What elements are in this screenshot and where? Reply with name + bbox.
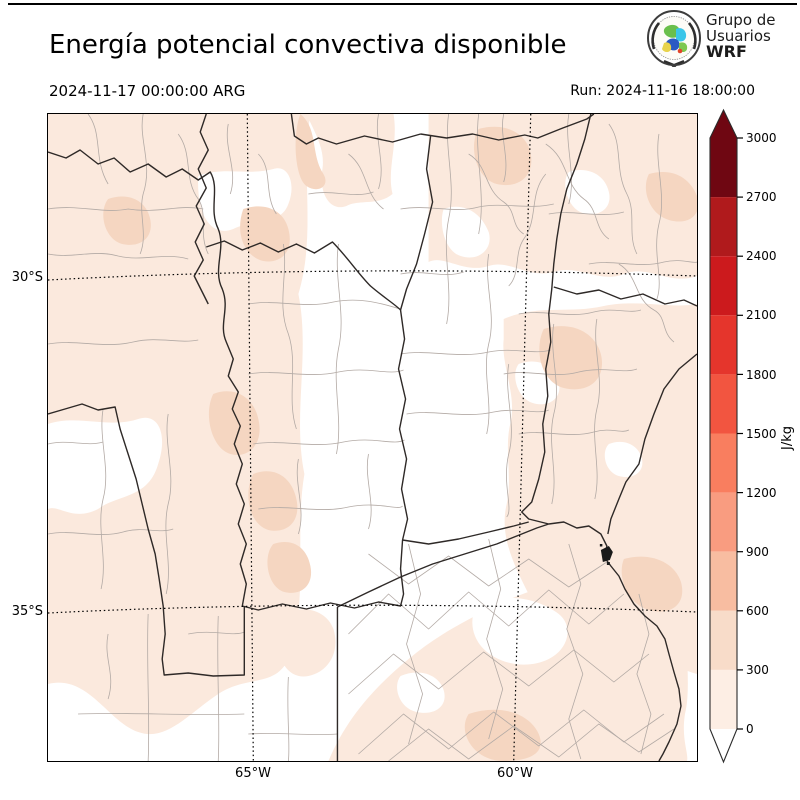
colorbar-segment	[710, 669, 737, 729]
cape-map-svg	[48, 114, 697, 761]
colorbar	[709, 108, 743, 764]
colorbar-tick-label: 0	[746, 722, 754, 736]
wrf-logo: Grupo de Usuarios WRF	[646, 9, 776, 67]
logo-line-3: WRF	[706, 42, 747, 61]
page-title: Energía potencial convectiva disponible	[49, 30, 567, 60]
valid-time-label: 2024-11-17 00:00:00 ARG	[49, 82, 246, 100]
colorbar-segment	[710, 433, 737, 493]
colorbar-tick-label: 3000	[746, 131, 777, 145]
colorbar-tick-label: 2400	[746, 249, 777, 263]
cape-shade-medium	[103, 114, 697, 761]
colorbar-segment	[710, 315, 737, 375]
colorbar-tick-label: 600	[746, 604, 769, 618]
colorbar-tick-label: 1200	[746, 486, 777, 500]
colorbar-tick-label: 2700	[746, 190, 777, 204]
colorbar-segment	[710, 256, 737, 316]
colorbar-over-arrow	[710, 110, 737, 138]
lat-label-35s: 35°S	[11, 604, 43, 619]
colorbar-segment	[710, 374, 737, 434]
lon-label-60w: 60°W	[497, 766, 533, 781]
colorbar-segment	[710, 610, 737, 670]
colorbar-tick-label: 2100	[746, 308, 777, 322]
logo-line-1: Grupo de	[706, 11, 776, 29]
colorbar-segment	[710, 551, 737, 611]
run-time-label: Run: 2024-11-16 18:00:00	[570, 83, 755, 99]
colorbar-tick-label: 900	[746, 545, 769, 559]
wrf-globe-icon	[647, 10, 701, 67]
colorbar-tick-label: 300	[746, 663, 769, 677]
colorbar-tick-label: 1800	[746, 368, 777, 382]
colorbar-segment	[710, 197, 737, 257]
department-boundaries	[48, 114, 697, 761]
lat-label-30s: 30°S	[11, 270, 43, 285]
graticule	[48, 114, 697, 761]
colorbar-under-arrow	[710, 729, 737, 762]
colorbar-tick-label: 1500	[746, 427, 777, 441]
buenos-aires-city-cluster	[599, 544, 613, 565]
colorbar-segment	[710, 492, 737, 552]
colorbar-segment	[710, 138, 737, 198]
header-rule	[8, 3, 797, 5]
colorbar-units-label: J/kg	[779, 426, 795, 450]
map-area	[47, 113, 698, 762]
lon-label-65w: 65°W	[235, 766, 271, 781]
colorbar-ticks	[737, 137, 743, 730]
province-boundaries	[48, 114, 697, 761]
logo-line-2: Usuarios	[706, 27, 771, 45]
